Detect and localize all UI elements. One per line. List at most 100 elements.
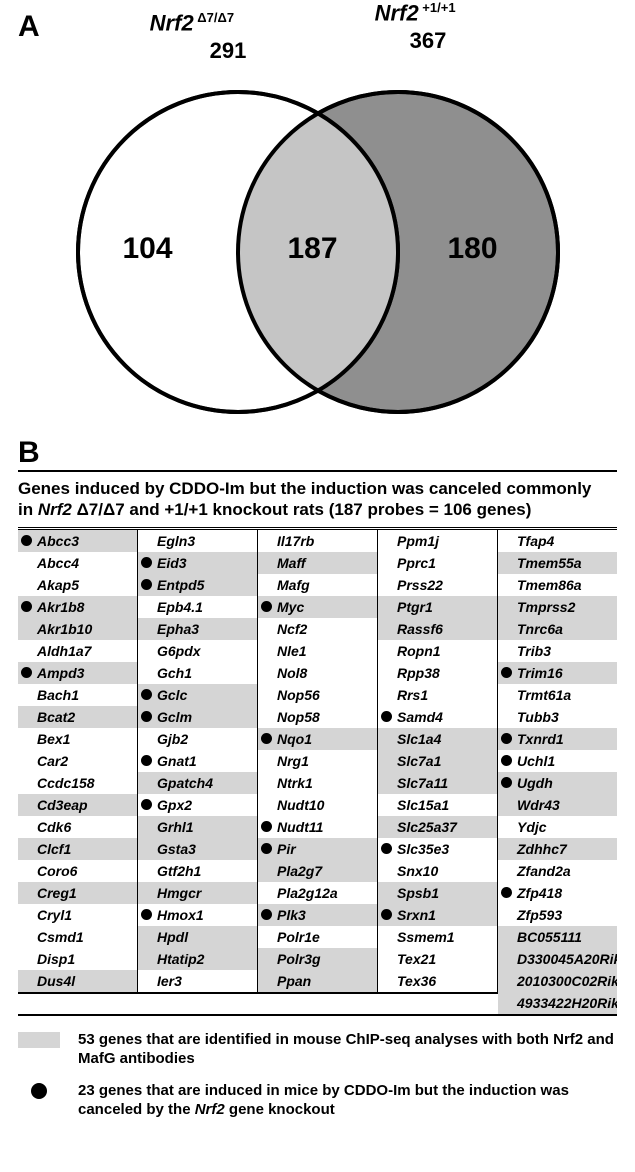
gene-cell: Hmgcr	[138, 882, 257, 904]
gene-name: Tmprss2	[517, 599, 575, 615]
gene-name: Abcc4	[37, 555, 79, 571]
dot-icon	[501, 601, 512, 612]
gene-name: Gclm	[157, 709, 192, 725]
dot-icon	[501, 821, 512, 832]
gene-cell: Creg1	[18, 882, 137, 904]
dot-icon	[261, 887, 272, 898]
gene-cell: Coro6	[18, 860, 137, 882]
gene-name: Slc15a1	[397, 797, 449, 813]
dot-icon	[261, 865, 272, 876]
gene-name: Prss22	[397, 577, 443, 593]
gene-name: Trib3	[517, 643, 551, 659]
gene-cell: Cd3eap	[18, 794, 137, 816]
dot-icon	[261, 931, 272, 942]
gene-cell: Slc7a1	[378, 750, 497, 772]
gene-cell: D330045A20Rik	[498, 948, 617, 970]
gene-name: Akap5	[37, 577, 79, 593]
gene-cell: Car2	[18, 750, 137, 772]
dot-icon	[21, 645, 32, 656]
gene-cell: Ccdc158	[18, 772, 137, 794]
dot-icon	[21, 931, 32, 942]
gene-cell: Htatip2	[138, 948, 257, 970]
gene-name: D330045A20Rik	[517, 951, 617, 967]
gene-cell: Nol8	[258, 662, 377, 684]
dot-icon	[261, 535, 272, 546]
gene-cell: Akap5	[18, 574, 137, 596]
gene-name: Abcc3	[37, 533, 79, 549]
gene-cell: Disp1	[18, 948, 137, 970]
gene-name: Bach1	[37, 687, 79, 703]
gene-cell: Uchl1	[498, 750, 617, 772]
dot-icon	[141, 953, 152, 964]
gene-cell: Epha3	[138, 618, 257, 640]
dot-icon	[501, 755, 512, 766]
gene-name: Creg1	[37, 885, 77, 901]
gene-cell: Hmox1	[138, 904, 257, 926]
dot-icon	[21, 733, 32, 744]
dot-icon	[141, 557, 152, 568]
dot-icon	[261, 755, 272, 766]
gene-cell: Plk3	[258, 904, 377, 926]
gene-cell: Ropn1	[378, 640, 497, 662]
gene-name: Ppm1j	[397, 533, 439, 549]
gene-cell: Tfap4	[498, 530, 617, 552]
venn-right-total: 367	[410, 28, 447, 54]
gene-column: Tfap4Tmem55aTmem86aTmprss2Tnrc6aTrib3Tri…	[498, 530, 617, 1014]
panel-a-header: A Nrf2 Δ7/Δ7 291 Nrf2 +1/+1 367	[18, 10, 617, 72]
gene-cell: Gnat1	[138, 750, 257, 772]
gene-cell: 2010300C02Rik	[498, 970, 617, 992]
gene-name: Nrg1	[277, 753, 309, 769]
gene-cell: Rpp38	[378, 662, 497, 684]
gene-cell: Ssmem1	[378, 926, 497, 948]
gene-name: Car2	[37, 753, 68, 769]
dot-icon	[501, 645, 512, 656]
dot-icon	[21, 535, 32, 546]
dot-icon	[381, 557, 392, 568]
gene-name: Maff	[277, 555, 306, 571]
dot-icon	[381, 535, 392, 546]
panel-b-header: B	[18, 436, 617, 470]
dot-icon	[501, 579, 512, 590]
dot-icon	[261, 557, 272, 568]
gene-name: Spsb1	[397, 885, 439, 901]
dot-icon	[141, 975, 152, 986]
gene-name: Ugdh	[517, 775, 553, 791]
dot-icon	[21, 887, 32, 898]
gene-name: Nqo1	[277, 731, 312, 747]
gene-cell: Slc35e3	[378, 838, 497, 860]
gene-name: Rrs1	[397, 687, 428, 703]
dot-icon	[501, 997, 512, 1008]
gene-cell: Nudt10	[258, 794, 377, 816]
title-line2: in Nrf2 Δ7/Δ7 and +1/+1 knockout rats (1…	[18, 500, 531, 519]
gene-name: Akr1b10	[37, 621, 92, 637]
gene-cell: Tnrc6a	[498, 618, 617, 640]
dot-icon	[21, 623, 32, 634]
dot-icon	[381, 667, 392, 678]
dot-icon	[501, 953, 512, 964]
dot-icon	[381, 843, 392, 854]
gene-name: Ier3	[157, 973, 182, 989]
gene-name: Pla2g12a	[277, 885, 338, 901]
gene-name: Ssmem1	[397, 929, 455, 945]
gene-name: Slc25a37	[397, 819, 457, 835]
dot-icon	[501, 799, 512, 810]
gene-name: Zfp418	[517, 885, 562, 901]
dot-icon	[21, 865, 32, 876]
dot-icon	[141, 711, 152, 722]
gene-name: Ropn1	[397, 643, 441, 659]
venn-left-title: Nrf2 Δ7/Δ7	[150, 10, 234, 36]
dot-icon	[141, 865, 152, 876]
gene-cell: Trib3	[498, 640, 617, 662]
gene-name: Snx10	[397, 863, 438, 879]
gene-name: Nudt10	[277, 797, 324, 813]
dot-icon	[381, 887, 392, 898]
gene-cell: Gch1	[138, 662, 257, 684]
gene-cell: Gclm	[138, 706, 257, 728]
gene-cell: Ydjc	[498, 816, 617, 838]
gene-cell: Pprc1	[378, 552, 497, 574]
gene-cell: Tex36	[378, 970, 497, 992]
dot-icon	[381, 931, 392, 942]
gene-name: Gpatch4	[157, 775, 213, 791]
gene-name: Disp1	[37, 951, 75, 967]
dot-icon	[141, 667, 152, 678]
